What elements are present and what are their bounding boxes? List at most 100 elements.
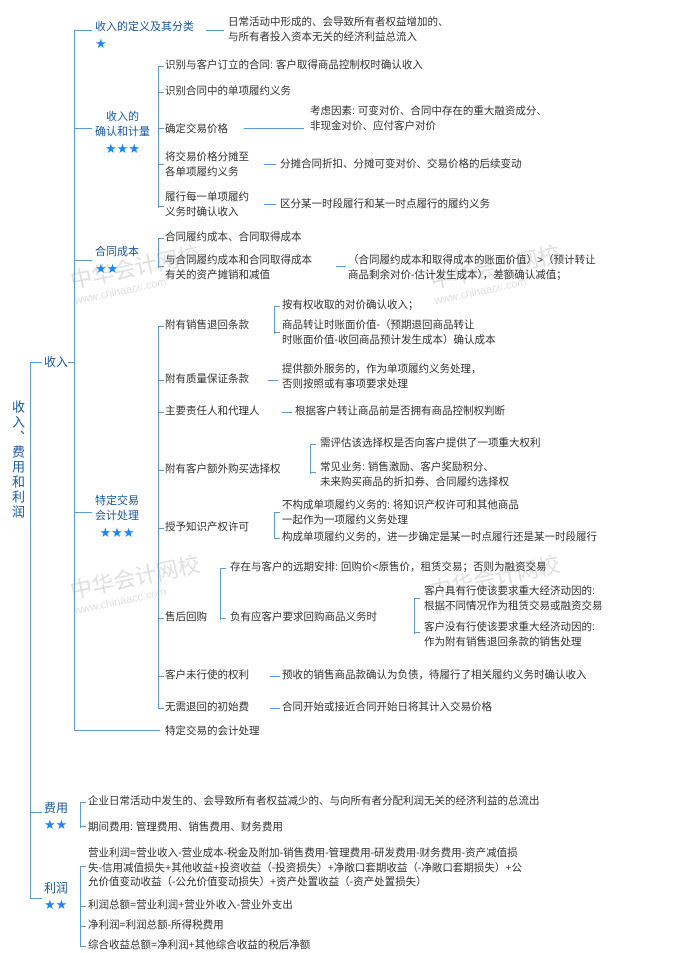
- connector: [274, 332, 280, 333]
- leaf: 识别合同中的单项履约义务: [165, 84, 291, 99]
- connector: [74, 260, 92, 261]
- connector: [274, 538, 280, 539]
- connector: [414, 632, 420, 633]
- connector: [310, 444, 316, 445]
- connector: [80, 866, 86, 867]
- connector: [158, 470, 164, 471]
- connector: [274, 306, 275, 334]
- leaf: 不构成单项履约义务的: 将知识产权许可和其他商品 一起作为一项履约义务处理: [282, 498, 602, 527]
- connector: [80, 802, 86, 803]
- watermark: 中华会计网校www.chinaacc.com: [67, 547, 205, 617]
- leaf: 将交易价格分摊至 各单项履约义务: [165, 150, 249, 179]
- connector: [158, 326, 164, 327]
- connector: [158, 528, 164, 529]
- connector: [264, 204, 276, 205]
- leaf: 存在与客户的远期安排: 回购价<原售价，租赁交易；否则为融资交易: [230, 560, 660, 575]
- leaf: 利润总额=营业利润+营业外收入-营业外支出: [88, 898, 293, 913]
- connector: [30, 362, 31, 898]
- connector: [74, 730, 160, 731]
- node-expense: 费用★★: [44, 800, 68, 834]
- leaf: 需评估该选择权是否向客户提供了一项重大权利: [320, 436, 541, 451]
- connector: [158, 164, 164, 165]
- leaf: 综合收益总额=净利润+其他综合收益的税后净额: [88, 938, 310, 953]
- connector: [80, 802, 81, 828]
- connector: [30, 898, 42, 899]
- connector: [80, 826, 86, 827]
- root-node: 收入、费用和利润: [8, 400, 27, 520]
- node-income-confirm: 收入的 确认和计量★★★: [95, 110, 150, 157]
- leaf: 附有质量保证条款: [165, 372, 249, 387]
- connector: [158, 238, 159, 268]
- leaf: 提供额外服务的，作为单项履约义务处理， 否则按照或有事项要求处理: [282, 362, 562, 391]
- connector: [244, 128, 304, 129]
- leaf: 按有权收取的对价确认收入；: [282, 298, 419, 313]
- connector: [310, 472, 316, 473]
- leaf: 售后回购: [165, 610, 207, 625]
- node-income: 收入: [44, 354, 68, 370]
- connector: [158, 326, 159, 708]
- connector: [80, 906, 86, 907]
- leaf: 无需退回的初始费: [165, 700, 249, 715]
- connector: [158, 128, 164, 129]
- connector: [158, 92, 164, 93]
- leaf: 构成单项履约义务的，进一步确定是某一时点履行还是某一时段履行: [282, 530, 672, 545]
- node-contract-cost: 合同成本★★: [95, 245, 139, 277]
- connector: [274, 512, 275, 538]
- leaf: 常见业务: 销售激励、客户奖励积分、 未来购买商品的折扣券、合同履约选择权: [320, 460, 600, 489]
- leaf: 确定交易价格: [165, 122, 228, 137]
- connector: [414, 598, 420, 599]
- connector: [220, 618, 226, 619]
- connector: [158, 206, 164, 207]
- connector: [220, 568, 226, 569]
- connector: [310, 444, 311, 474]
- connector: [30, 362, 42, 363]
- node-income-def: 收入的定义及其分类★: [95, 20, 194, 52]
- leaf: 日常活动中形成的、会导致所有者权益增加的、 与所有者投入资本无关的经济利益总流入: [228, 15, 508, 44]
- connector: [282, 412, 292, 413]
- leaf: 附有客户额外购买选择权: [165, 462, 281, 477]
- connector: [80, 946, 86, 947]
- leaf: 附有销售退回条款: [165, 318, 249, 333]
- connector: [274, 306, 280, 307]
- leaf: 考虑因素: 可变对价、合同中存在的重大融资成分、 非现金对价、应付客户对价: [310, 104, 610, 133]
- connector: [264, 164, 276, 165]
- connector: [74, 512, 92, 513]
- leaf: 商品转让时账面价值-（预期退回商品转让 时账面价值-收回商品预计发生成本）确认成…: [282, 318, 582, 347]
- leaf: 特定交易的会计处理: [165, 724, 260, 739]
- connector: [158, 66, 164, 67]
- connector: [274, 512, 280, 513]
- connector: [74, 128, 92, 129]
- connector: [158, 412, 164, 413]
- leaf: 与合同履约成本和合同取得成本 有关的资产摊销和减值: [165, 253, 312, 282]
- leaf: 营业利润=营业收入-营业成本-税金及附加-销售费用-管理费用-研发费用-财务费用…: [88, 846, 668, 890]
- node-special: 特定交易 会计处理★★★: [95, 494, 139, 541]
- leaf: 预收的销售商品款确认为负债，待履行了相关履约义务时确认收入: [282, 668, 662, 683]
- leaf: 合同开始或接近合同开始日将其计入交易价格: [282, 700, 492, 715]
- connector: [158, 66, 159, 208]
- leaf: 履行每一单项履约 义务时确认收入: [165, 190, 249, 219]
- leaf: 客户具有行使该要求重大经济动因的: 根据不同情况作为租赁交易或融资交易: [424, 584, 664, 613]
- connector: [80, 926, 86, 927]
- leaf: 企业日常活动中发生的、会导致所有者权益减少的、与向所有者分配利润无关的经济利益的…: [88, 794, 668, 809]
- connector: [158, 266, 164, 267]
- leaf: 区分某一时段履行和某一时点履行的履约义务: [280, 197, 490, 212]
- leaf: 客户未行使的权利: [165, 668, 249, 683]
- connector: [158, 380, 164, 381]
- leaf: 分摊合同折扣、分摊可变对价、交易价格的后续变动: [280, 157, 522, 172]
- connector: [270, 708, 280, 709]
- connector: [158, 238, 164, 239]
- leaf: 净利润=利润总额-所得税费用: [88, 918, 224, 933]
- connector: [336, 266, 346, 267]
- connector: [158, 676, 164, 677]
- connector: [268, 380, 278, 381]
- leaf: 根据客户转让商品前是否拥有商品控制权判断: [295, 404, 505, 419]
- connector: [206, 30, 224, 31]
- connector: [74, 30, 92, 31]
- leaf: 期间费用: 管理费用、销售费用、财务费用: [88, 820, 283, 835]
- leaf: 合同履约成本、合同取得成本: [165, 230, 302, 245]
- connector: [270, 676, 280, 677]
- connector: [158, 708, 164, 709]
- connector: [414, 598, 415, 634]
- connector: [30, 812, 42, 813]
- connector: [158, 618, 164, 619]
